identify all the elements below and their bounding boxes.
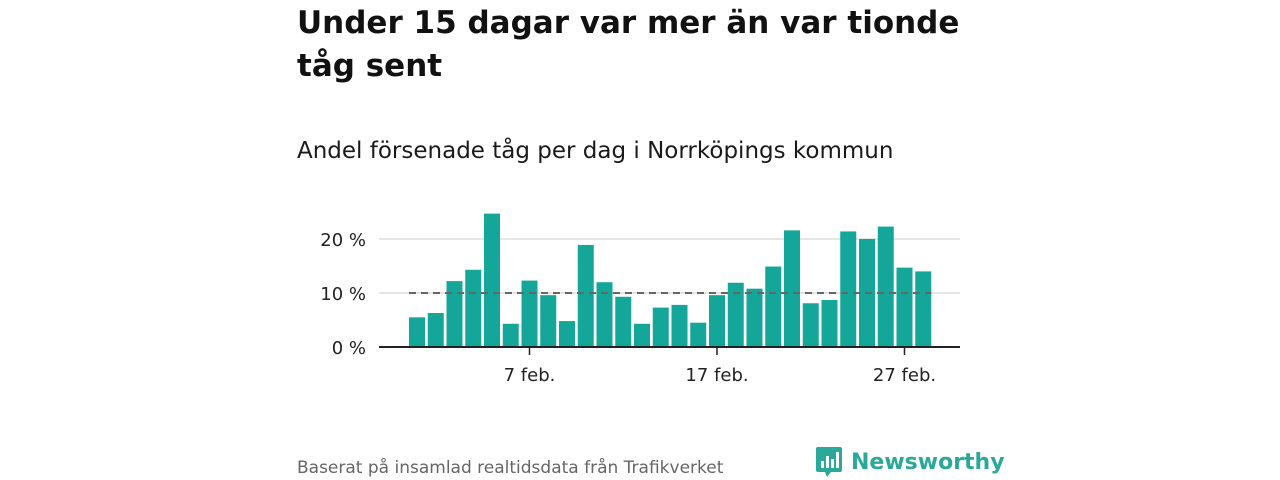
bar: [502, 323, 519, 347]
bar: [409, 317, 425, 347]
bar: [465, 269, 482, 347]
chart-axes: 0 % 10 % 20 % 7 feb. 17 feb. 27 feb.: [320, 230, 960, 386]
bar: [765, 266, 782, 347]
bar: [896, 267, 913, 347]
chart-title: Under 15 dagar var mer än var tionde tåg…: [297, 5, 960, 84]
bar: [784, 230, 800, 347]
x-tick-label: 27 feb.: [873, 365, 936, 386]
chart-subtitle: Andel försenade tåg per dag i Norrköping…: [297, 138, 894, 164]
bar: [746, 288, 763, 347]
bar: [521, 280, 538, 347]
bar: [727, 282, 744, 347]
bar: [709, 295, 725, 347]
bar: [559, 321, 575, 347]
bar: [821, 300, 838, 347]
bar: [615, 296, 632, 347]
x-tick-label: 7 feb.: [504, 365, 556, 386]
y-tick-label: 20 %: [320, 230, 366, 251]
brand-logo: Newsworthy: [815, 446, 1005, 478]
bar: [596, 282, 613, 347]
bar: [484, 213, 500, 347]
bar: [840, 231, 857, 347]
bar-chart: 0 % 10 % 20 % 7 feb. 17 feb. 27 feb.: [320, 213, 960, 386]
bar: [802, 303, 819, 347]
bar: [877, 226, 894, 347]
source-note: Baserat på insamlad realtidsdata från Tr…: [297, 458, 724, 478]
bar: [540, 295, 557, 347]
y-tick-label: 0 %: [332, 338, 366, 359]
y-tick-label: 10 %: [320, 284, 366, 305]
bar: [446, 281, 463, 347]
bar: [577, 244, 594, 347]
chart-bars: [409, 213, 932, 347]
bar: [634, 323, 650, 347]
bar: [690, 322, 707, 347]
bar: [671, 304, 688, 347]
x-tick-label: 17 feb.: [685, 365, 748, 386]
newsworthy-logo-icon: [816, 447, 842, 477]
bar: [652, 307, 669, 347]
brand-name: Newsworthy: [851, 449, 1005, 475]
bar: [915, 271, 932, 347]
bar: [427, 312, 444, 347]
